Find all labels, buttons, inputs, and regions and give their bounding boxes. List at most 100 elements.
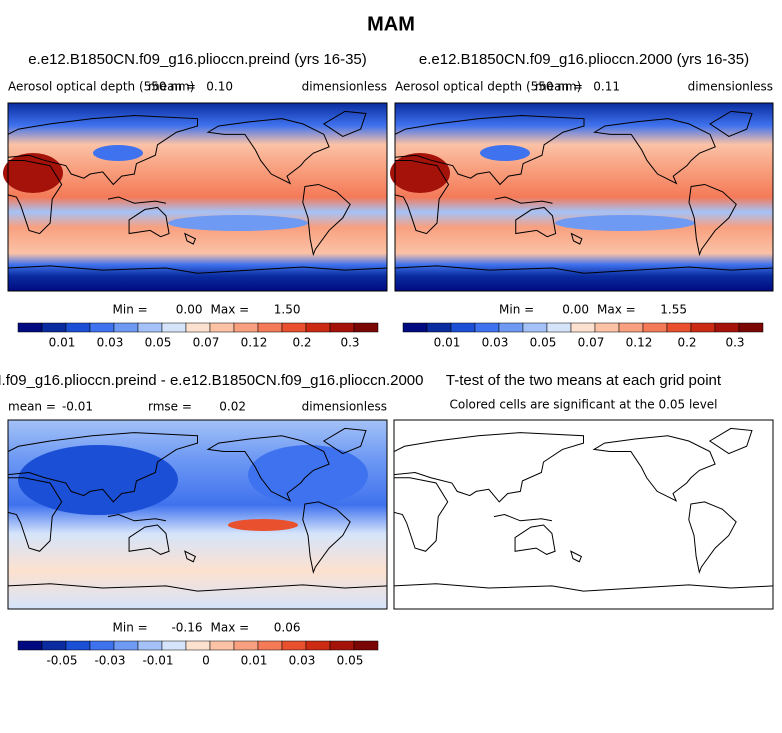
- colorbar-box: [353, 640, 379, 651]
- field-blob: [228, 519, 298, 531]
- colorbar-box: [65, 640, 91, 651]
- panel-title: e.e12.B1850CN.f09_g16.plioccn.preind (yr…: [28, 51, 367, 68]
- units-label: dimensionless: [688, 80, 773, 94]
- colorbar-box: [233, 640, 259, 651]
- mean-value: 0.11: [593, 80, 620, 94]
- map-field: [8, 103, 387, 291]
- min-label: Min =: [113, 303, 148, 317]
- colorbar-label: 0.05: [337, 654, 364, 668]
- colorbar-box: [353, 322, 379, 333]
- min-label: Min =: [499, 303, 534, 317]
- field-blob: [168, 215, 308, 231]
- colorbar-box: [498, 322, 524, 333]
- colorbar-label: 0.05: [530, 336, 557, 350]
- colorbar-box: [209, 640, 235, 651]
- rmse-label: rmse =: [148, 400, 192, 414]
- colorbar-box: [89, 322, 115, 333]
- field-blob: [3, 153, 63, 193]
- colorbar-label: 0.07: [578, 336, 605, 350]
- colorbar-box: [642, 322, 668, 333]
- max-label: Max =: [211, 621, 250, 635]
- colorbar-label: -0.03: [94, 654, 125, 668]
- colorbar-box: [426, 322, 452, 333]
- colorbar-box: [450, 322, 476, 333]
- max-value: 1.55: [660, 303, 687, 317]
- variable-label: Aerosol optical depth (550 nm): [8, 80, 194, 94]
- units-label: dimensionless: [302, 80, 387, 94]
- colorbar-box: [137, 640, 163, 651]
- colorbar-box: [618, 322, 644, 333]
- colorbar-label: 0.2: [677, 336, 696, 350]
- colorbar-label: 0.01: [434, 336, 461, 350]
- colorbar-label: 0.01: [241, 654, 268, 668]
- colorbar-box: [185, 640, 211, 651]
- colorbar-box: [161, 640, 187, 651]
- colorbar-box: [594, 322, 620, 333]
- min-value: 0.00: [176, 303, 203, 317]
- colorbar-box: [113, 322, 139, 333]
- panel-title: 0CN.f09_g16.plioccn.preind - e.e12.B1850…: [0, 372, 423, 389]
- colorbar-box: [113, 640, 139, 651]
- colorbar-label: 0.12: [241, 336, 268, 350]
- colorbar-box: [161, 322, 187, 333]
- colorbar-box: [305, 322, 331, 333]
- max-label: Max =: [211, 303, 250, 317]
- colorbar-box: [137, 322, 163, 333]
- colorbar-label: -0.01: [142, 654, 173, 668]
- colorbar-label: 0.3: [340, 336, 359, 350]
- colorbar-box: [402, 322, 428, 333]
- colorbar-box: [17, 640, 43, 651]
- colorbar-box: [41, 322, 67, 333]
- map-frame: [393, 419, 774, 610]
- colorbar-box: [65, 322, 91, 333]
- colorbar-box: [281, 322, 307, 333]
- map-field: [394, 420, 773, 609]
- colorbar-label: 0.2: [292, 336, 311, 350]
- panel-subtitle: Colored cells are significant at the 0.0…: [449, 398, 717, 412]
- colorbar-box: [690, 322, 716, 333]
- colorbar-label: 0: [202, 654, 210, 668]
- colorbar-box: [281, 640, 307, 651]
- colorbar-label: 0.07: [193, 336, 220, 350]
- field-blob: [18, 445, 178, 515]
- max-label: Max =: [597, 303, 636, 317]
- colorbar-box: [522, 322, 548, 333]
- colorbar-box: [209, 322, 235, 333]
- colorbar-box: [666, 322, 692, 333]
- colorbar-box: [17, 322, 43, 333]
- min-label: Min =: [113, 621, 148, 635]
- mean-value: 0.10: [206, 80, 233, 94]
- mean-value: -0.01: [62, 400, 93, 414]
- variable-label: Aerosol optical depth (550 nm): [395, 80, 581, 94]
- map-frame: [7, 419, 388, 610]
- colorbar-box: [329, 640, 355, 651]
- map-frame: [7, 102, 388, 292]
- field-blob: [93, 145, 143, 161]
- colorbar-label: 0.12: [626, 336, 653, 350]
- units-label: dimensionless: [302, 400, 387, 414]
- colorbar-label: 0.03: [482, 336, 509, 350]
- colorbar-box: [570, 322, 596, 333]
- colorbar-box: [714, 322, 740, 333]
- field-blob: [555, 215, 695, 231]
- colorbar-box: [185, 322, 211, 333]
- mean-label: mean =: [535, 80, 583, 94]
- colorbar-box: [546, 322, 572, 333]
- mean-label: mean =: [148, 80, 196, 94]
- field-blob: [480, 145, 530, 161]
- colorbar-label: 0.05: [145, 336, 172, 350]
- colorbar-label: 0.01: [49, 336, 76, 350]
- colorbar-box: [257, 640, 283, 651]
- min-value: 0.00: [562, 303, 589, 317]
- colorbar-box: [257, 322, 283, 333]
- colorbar-box: [89, 640, 115, 651]
- colorbar-box: [233, 322, 259, 333]
- field-blob: [390, 153, 450, 193]
- colorbar-box: [305, 640, 331, 651]
- colorbar-box: [738, 322, 764, 333]
- panel-title: T-test of the two means at each grid poi…: [446, 372, 722, 389]
- max-value: 1.50: [274, 303, 301, 317]
- rmse-value: 0.02: [219, 400, 246, 414]
- max-value: 0.06: [274, 621, 301, 635]
- colorbar-label: 0.3: [725, 336, 744, 350]
